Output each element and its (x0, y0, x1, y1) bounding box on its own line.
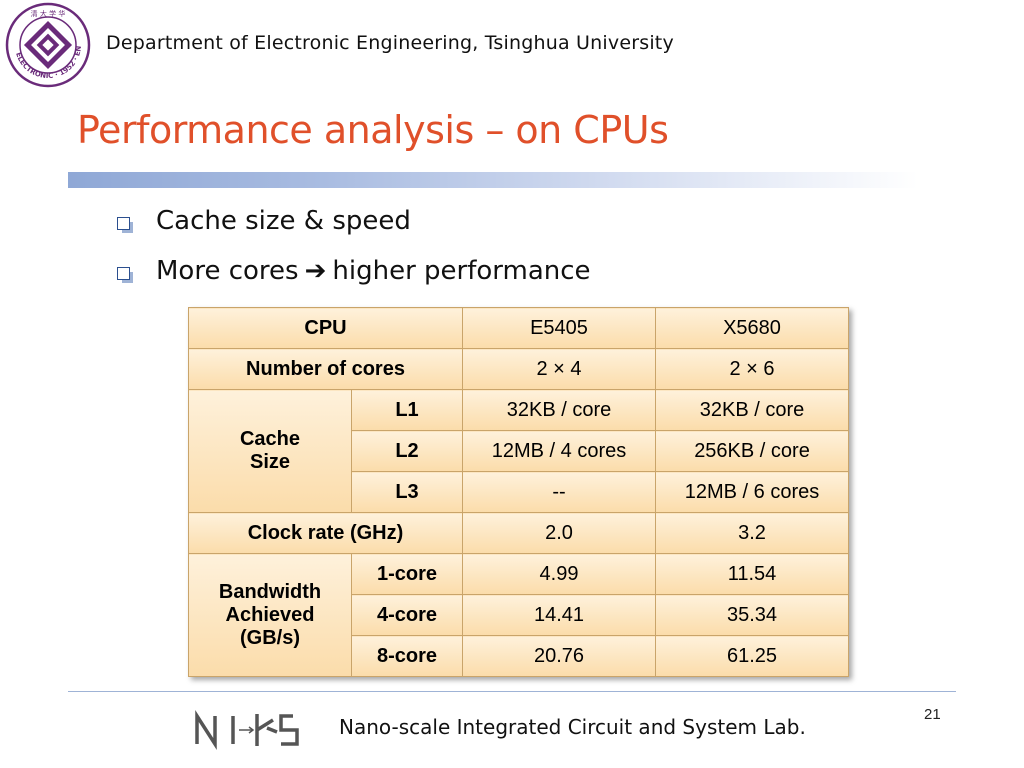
sub-label-l2: L2 (351, 430, 463, 472)
table-cell: 32KB / core (462, 389, 656, 431)
table-row: L3 -- 12MB / 6 cores (189, 471, 849, 513)
table-header-e5405: E5405 (462, 307, 656, 349)
department-name: Department of Electronic Engineering, Ts… (106, 32, 674, 54)
table-header-x5680: X5680 (655, 307, 849, 349)
bandwidth-label-line: (GB/s) (240, 626, 300, 649)
row-label-bandwidth: Bandwidth Achieved (GB/s) (188, 553, 352, 677)
table-cell: 12MB / 6 cores (655, 471, 849, 513)
title-underline-bar (68, 172, 918, 188)
bullet-square-icon (117, 266, 133, 283)
table-cell: 12MB / 4 cores (462, 430, 656, 472)
bullet-text-post: higher performance (332, 256, 591, 286)
table-header-cpu: CPU (188, 307, 463, 349)
table-cell: 11.54 (655, 553, 849, 595)
row-label-cores: Number of cores (188, 348, 463, 390)
bullet-text-pre: More cores (156, 256, 299, 286)
page-number: 21 (924, 706, 941, 723)
table-row: L2 12MB / 4 cores 256KB / core (189, 430, 849, 472)
table-cell: 61.25 (655, 635, 849, 677)
table-row: 8-core 20.76 61.25 (189, 635, 849, 677)
cpu-performance-table: CPU E5405 X5680 Number of cores 2 × 4 2 … (188, 307, 849, 677)
sub-label-4-core: 4-core (351, 594, 463, 636)
table-cell: 20.76 (462, 635, 656, 677)
row-label-clock-rate: Clock rate (GHz) (188, 512, 463, 554)
bullet-square-icon (117, 216, 133, 233)
bullet-list: Cache size & speed More cores ➔ higher p… (117, 196, 591, 296)
bullet-item: Cache size & speed (117, 196, 591, 246)
right-arrow-icon: ➔ (304, 256, 327, 286)
table-cell: 2 × 4 (462, 348, 656, 390)
table-row: Number of cores 2 × 4 2 × 6 (188, 348, 849, 390)
table-cell: 4.99 (462, 553, 656, 595)
table-row: Cache Size L1 32KB / core 32KB / core (188, 389, 849, 513)
table-row: Clock rate (GHz) 2.0 3.2 (188, 512, 849, 554)
footer-divider (68, 691, 956, 692)
sub-label-l3: L3 (351, 471, 463, 513)
university-seal-logo: ELECTRONIC · 1952 · ENGINEERING 清 大 学 华 (5, 2, 91, 88)
sub-label-1-core: 1-core (351, 553, 463, 595)
bandwidth-label-line: Achieved (225, 603, 315, 626)
slide-title: Performance analysis – on CPUs (77, 108, 669, 152)
table-cell: 35.34 (655, 594, 849, 636)
table-cell: 14.41 (462, 594, 656, 636)
table-cell: -- (462, 471, 656, 513)
table-cell: 2.0 (462, 512, 656, 554)
row-label-cache-size: Cache Size (188, 389, 352, 513)
lab-name: Nano-scale Integrated Circuit and System… (339, 715, 806, 739)
svg-text:清 大 学 华: 清 大 学 华 (31, 9, 66, 18)
table-cell: 3.2 (655, 512, 849, 554)
table-row: Bandwidth Achieved (GB/s) 1-core 4.99 11… (188, 553, 849, 677)
sub-label-l1: L1 (351, 389, 463, 431)
bandwidth-label-line: Bandwidth (218, 580, 322, 603)
bullet-text: Cache size & speed (156, 206, 411, 236)
sub-label-8-core: 8-core (351, 635, 463, 677)
nics-logo (195, 710, 299, 750)
table-cell: 256KB / core (655, 430, 849, 472)
cache-label-line: Size (249, 451, 291, 473)
cache-label-line: Cache (239, 428, 301, 450)
table-cell: 32KB / core (655, 389, 849, 431)
table-row: 4-core 14.41 35.34 (189, 594, 849, 636)
table-cell: 2 × 6 (655, 348, 849, 390)
table-row: CPU E5405 X5680 (188, 307, 849, 349)
bullet-item: More cores ➔ higher performance (117, 246, 591, 296)
